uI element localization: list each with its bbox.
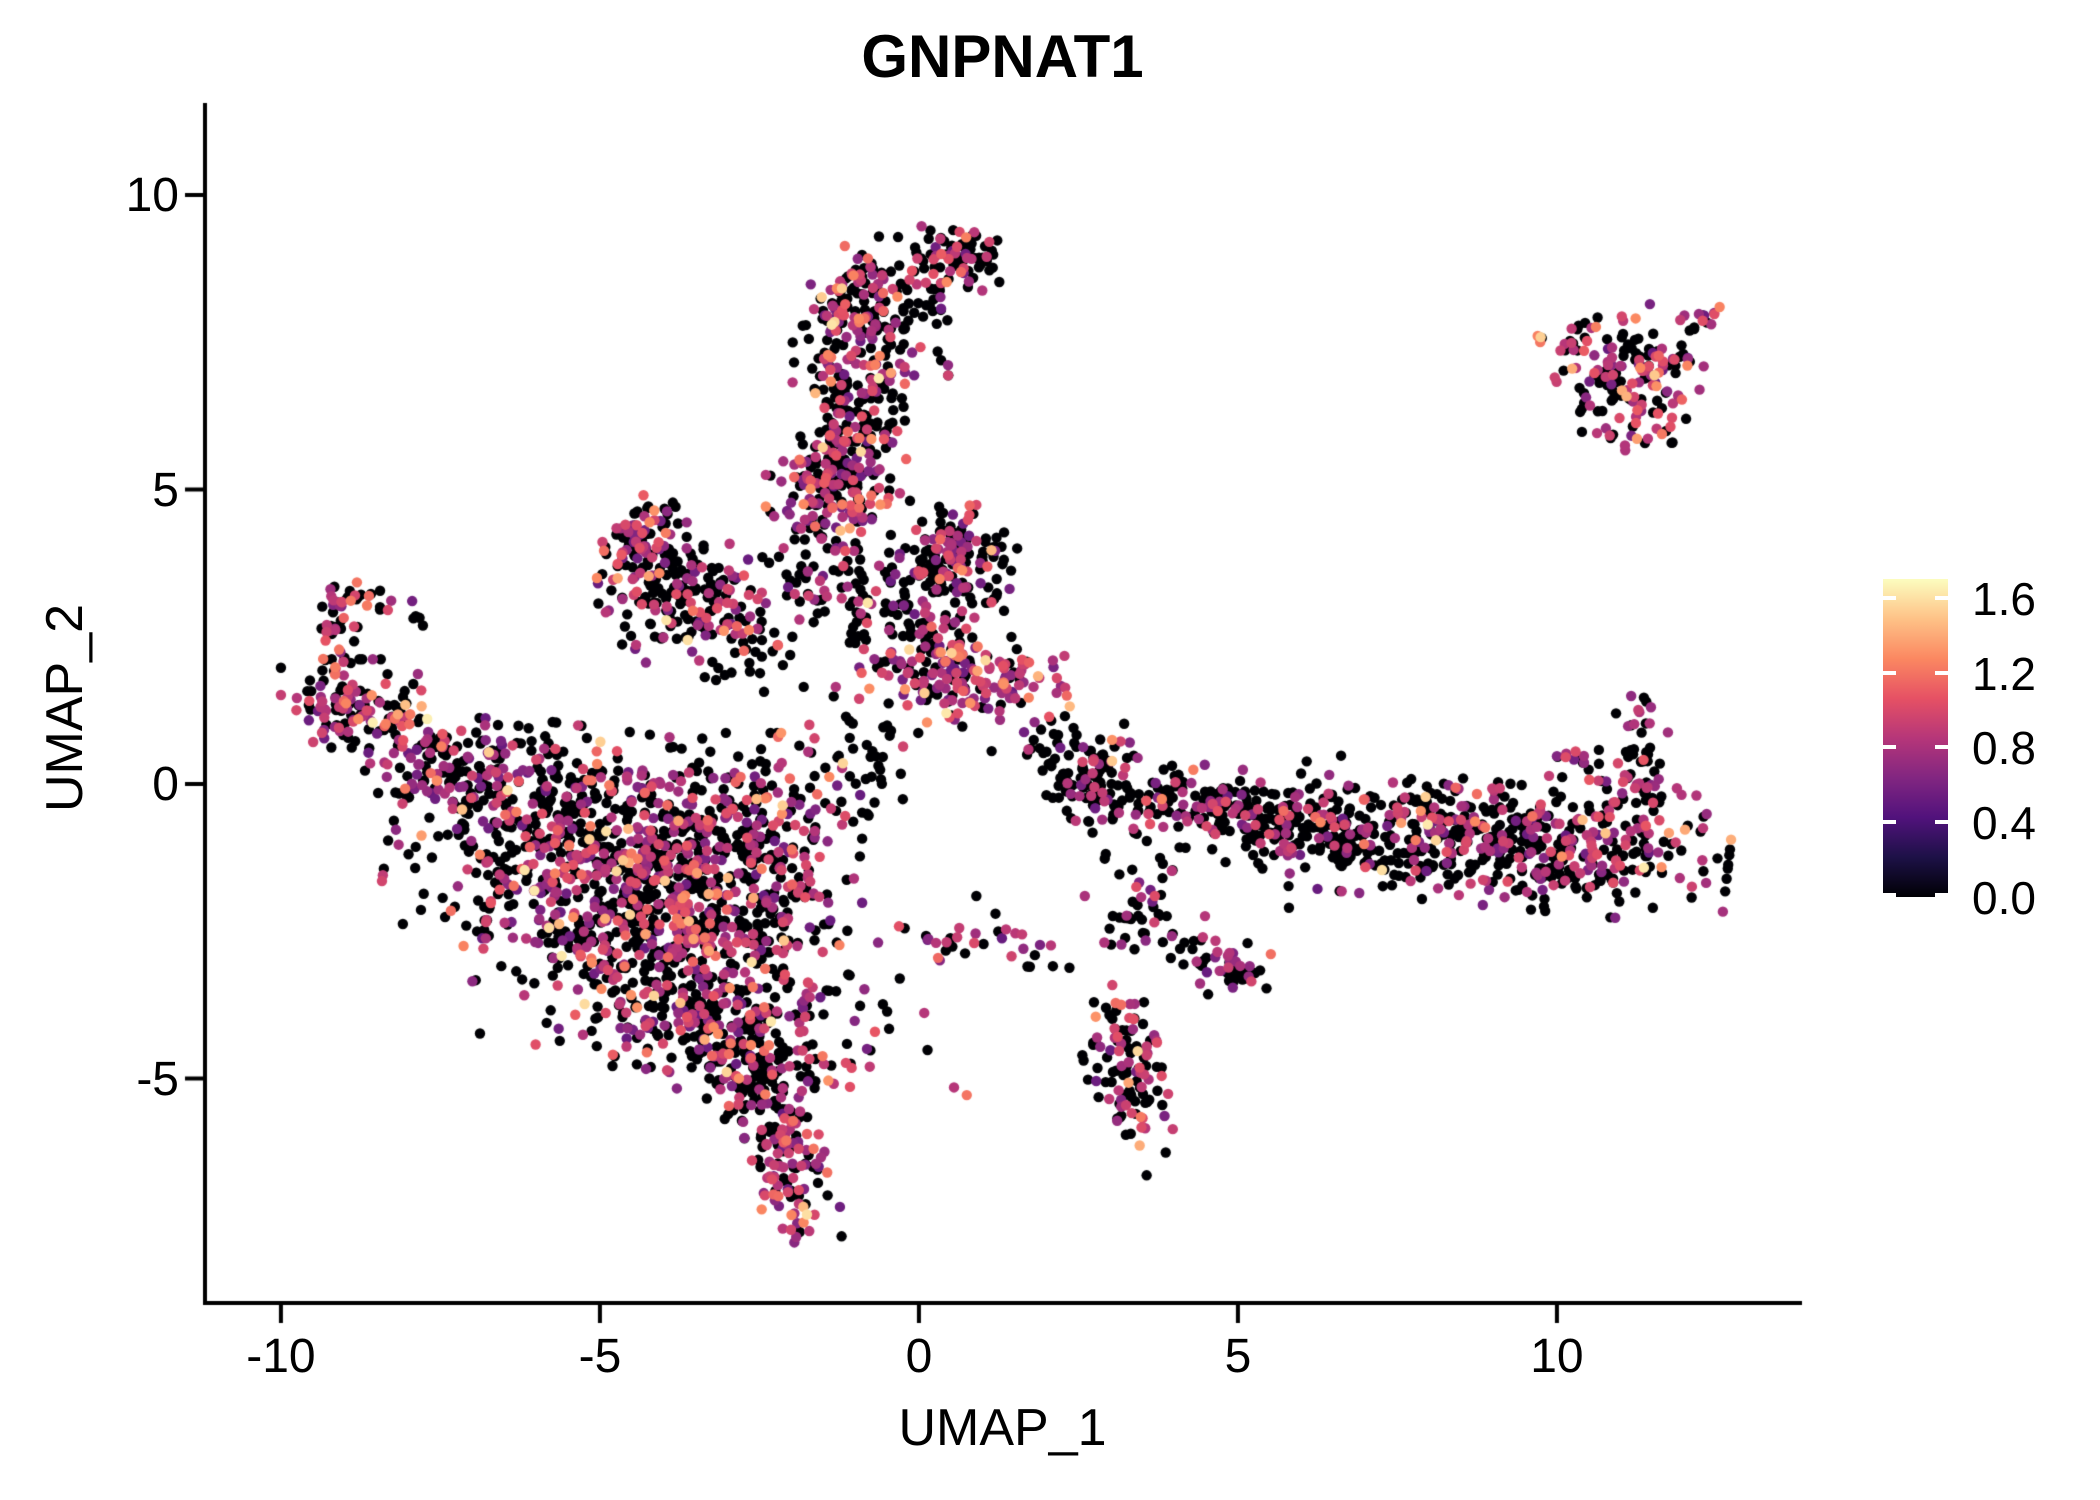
colorbar-tick-mark	[1935, 820, 1948, 825]
x-tick-label-5: 5	[1224, 1330, 1252, 1383]
x-tick-label--5: -5	[578, 1330, 622, 1383]
plot-title: GNPNAT1	[861, 23, 1144, 90]
colorbar-tick-mark	[1883, 745, 1896, 750]
y-tick-label-5: 5	[152, 463, 179, 517]
colorbar-label-1.2: 1.2	[1972, 647, 2036, 700]
colorbar-tick-mark	[1883, 670, 1896, 675]
colorbar-label-1.6: 1.6	[1972, 572, 2036, 625]
colorbar-tick-mark	[1935, 595, 1948, 600]
colorbar-label-0.4: 0.4	[1972, 797, 2036, 850]
colorbar-tick-mark	[1883, 595, 1896, 600]
colorbar-tick-mark	[1883, 820, 1896, 825]
x-tick-label-0: 0	[905, 1330, 933, 1383]
expression-colorbar	[1883, 579, 1948, 897]
colorbar-tick-mark	[1883, 893, 1896, 897]
y-axis-title: UMAP_2	[36, 603, 94, 813]
x-axis-title: UMAP_1	[898, 1399, 1107, 1457]
colorbar-label-0.0: 0.0	[1972, 872, 2036, 924]
colorbar-label-0.8: 0.8	[1972, 722, 2036, 775]
x-tick-label--10: -10	[246, 1330, 316, 1383]
y-tick-label--5: -5	[136, 1052, 179, 1106]
y-tick-label-10: 10	[125, 169, 179, 223]
x-tick-label-10: 10	[1530, 1330, 1584, 1383]
y-tick-label-0: 0	[152, 758, 179, 812]
colorbar-tick-mark	[1935, 670, 1948, 675]
colorbar-tick-mark	[1935, 745, 1948, 750]
colorbar-tick-mark	[1935, 893, 1948, 897]
